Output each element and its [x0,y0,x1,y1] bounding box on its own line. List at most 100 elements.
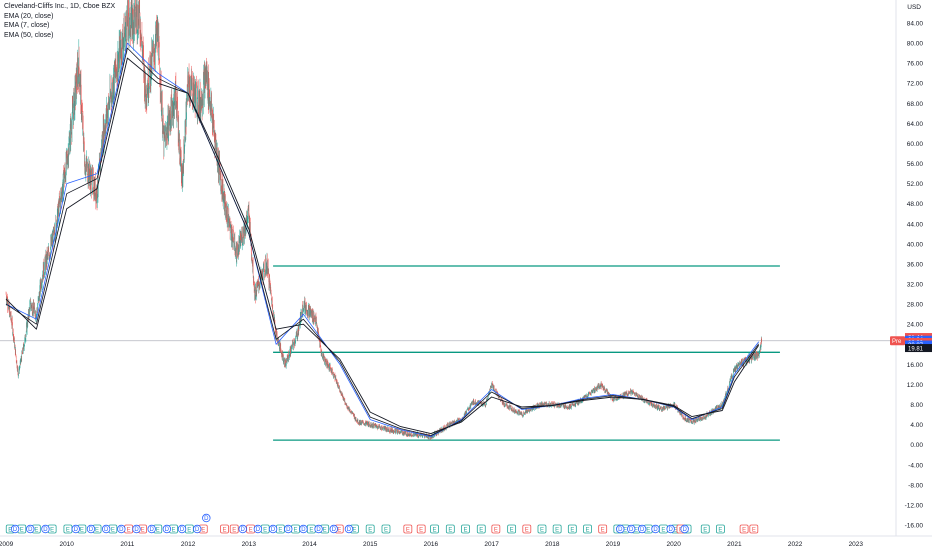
earnings-letter: E [368,528,372,534]
x-tick-label: 2011 [120,541,134,548]
dividend-icon [132,524,141,534]
x-axis[interactable]: 2009 2010 2011 2012 2013 2014 2015 2016 2017 2018… [0,535,932,548]
earnings-icon [445,524,455,534]
y-tick-label: 68.00 [907,101,924,108]
y-tick-label: 8.00 [910,402,923,409]
earnings-letter: E [661,528,665,534]
y-tick-label: -12.00 [905,502,924,509]
legend-ema-7[interactable]: EMA (7, close) [4,22,50,29]
earnings-icon [403,524,413,534]
legend-ema-50[interactable]: EMA (50, close) [4,31,54,39]
y-tick-label: -16.00 [905,523,924,530]
earnings-letter: E [263,528,267,534]
earnings-icon [537,524,547,534]
y-tick-label: 16.00 [907,362,924,369]
x-tick-label: 2020 [666,541,681,548]
ema-50-line [5,57,760,435]
earnings-icon [598,524,608,534]
y-tick-label: 76.00 [907,61,924,68]
earnings-letter: E [384,528,388,534]
dividend-letter: D [43,527,48,533]
y-tick-label: 40.00 [907,241,924,248]
earnings-icon [583,524,592,534]
dividend-letter: D [134,527,139,533]
earnings-icon [552,524,562,534]
earnings-icon [700,524,710,534]
earnings-letter: E [294,528,298,534]
dividend-letter: D [629,527,634,533]
earnings-letter: E [156,528,160,534]
earnings-letter: E [419,528,423,534]
earnings-letter: E [718,528,722,534]
dividend-letter: D [119,527,124,533]
earnings-letter: E [187,528,191,534]
x-tick-label: 2022 [788,541,803,548]
earnings-letter: E [463,528,467,534]
earnings-letter: E [540,528,544,534]
dividend-icon [268,524,278,534]
y-tick-label: 48.00 [907,201,924,208]
dividend-icon [666,524,675,534]
x-tick-label: 2019 [606,541,621,548]
pre-market-badge [890,336,905,346]
x-tick-label: 2009 [0,541,14,548]
y-tick-label: 72.00 [907,81,924,88]
earnings-letter: E [752,528,756,534]
x-tick-label: 2016 [424,541,439,548]
x-tick-label: 2012 [181,541,196,548]
earnings-letter: E [309,528,313,534]
earnings-letter: E [278,528,282,534]
dividend-letter: D [332,527,337,533]
legend-title[interactable]: Cleveland-Cliffs Inc., 1D, Cboe BZX [4,3,116,10]
earnings-icon [491,524,501,534]
x-tick-label: 2017 [484,541,499,548]
earnings-letter: E [448,528,452,534]
dividend-letter: D [286,527,291,533]
earnings-letter: E [510,528,514,534]
legend-ema-20[interactable]: EMA (20, close) [4,12,54,20]
earnings-letter: E [127,528,131,534]
earnings-letter: E [570,528,574,534]
dividend-icon [177,524,187,534]
chart-legend[interactable]: Cleveland-Cliffs Inc., 1D, Cboe BZX EMA … [4,2,115,40]
support-resistance-lines[interactable] [273,265,780,441]
earnings-icon [739,524,749,534]
y-tick-label: 52.00 [907,181,924,188]
earnings-letter: E [352,528,356,534]
earnings-letter: E [601,528,605,534]
price-badge [905,344,932,353]
y-tick-label: 56.00 [907,161,924,168]
earnings-icon [430,524,439,534]
x-tick-label: 2013 [242,541,257,548]
ema-lines [5,42,760,438]
dividend-letter: D [165,527,170,533]
dividend-icon [117,524,126,534]
dividend-letter: D [150,527,155,533]
dividend-letter: D [271,527,276,533]
earnings-letter: E [223,528,227,534]
y-tick-label: -8.00 [908,482,923,489]
dividend-icon [41,524,50,534]
earnings-letter: E [337,528,341,534]
earnings-icon [716,524,725,534]
earnings-icon [381,524,391,534]
dividend-icon [238,524,247,534]
earnings-letter: E [34,528,38,534]
dividend-icon [86,524,96,534]
earnings-letter: E [80,528,84,534]
price-badge-label: 19.81 [908,346,924,352]
earnings-icon [567,524,577,534]
earnings-icon [365,524,375,534]
earnings-letter: E [555,528,559,534]
y-axis[interactable]: 84.00 80.00 76.00 72.00 68.00 64.00 60.00 56.00… [895,0,924,536]
earnings-icon [229,524,239,534]
dividend-letter: D [347,527,352,533]
dividend-icon [616,524,625,534]
y-tick-label: 24.00 [907,322,924,329]
y-tick-label: 64.00 [907,121,924,128]
earnings-letter: E [494,528,498,534]
earnings-letter: E [703,528,707,534]
dividend-letter: D [241,527,246,533]
